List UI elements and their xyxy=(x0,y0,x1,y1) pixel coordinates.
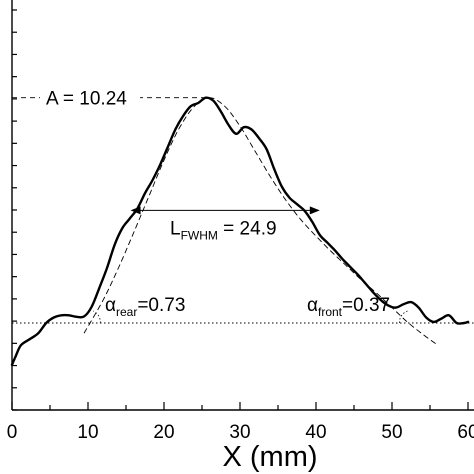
fwhm-arrow-left xyxy=(130,206,141,215)
x-tick-label: 40 xyxy=(305,422,326,443)
series-fit-dashed xyxy=(83,97,439,346)
x-tick-label: 60 xyxy=(457,422,474,443)
x-tick-label: 0 xyxy=(7,422,18,443)
alpha-rear-label: αrear=0.73 xyxy=(105,295,185,319)
x-tick-label: 10 xyxy=(77,422,98,443)
series-group xyxy=(10,96,474,366)
alpha-rear-arc xyxy=(93,310,101,324)
x-tick-label: 20 xyxy=(153,422,174,443)
x-tick-label: 50 xyxy=(381,422,402,443)
fwhm-label: LFWHM = 24.9 xyxy=(170,218,277,242)
axes xyxy=(11,0,474,411)
x-tick-labels: 0 10 20 30 40 50 60 xyxy=(7,422,474,443)
alpha-front-label: αfront=0.37 xyxy=(307,295,390,319)
x-tick-label: 30 xyxy=(229,422,250,443)
tick-marks xyxy=(11,9,469,411)
alpha-front-arc xyxy=(399,310,408,324)
series-profile xyxy=(10,96,470,366)
amplitude-label-bg xyxy=(40,86,140,109)
annotations: A = 10.24 LFWHM = 24.9 αrear=0.73 αfront=0.… xyxy=(12,86,408,324)
fwhm-arrow-right xyxy=(309,206,320,215)
x-axis-label: X (mm) xyxy=(222,441,317,473)
amplitude-label: A = 10.24 xyxy=(46,89,127,110)
